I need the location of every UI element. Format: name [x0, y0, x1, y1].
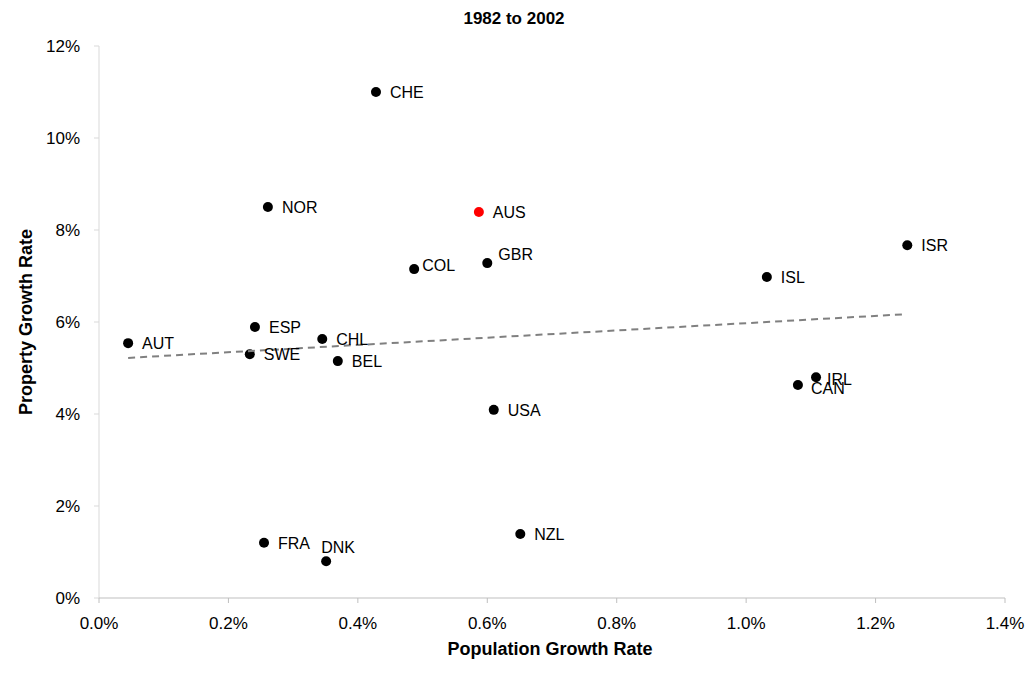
point-label: SWE — [264, 346, 300, 363]
point-label: ISL — [781, 269, 805, 286]
point-label: NOR — [282, 199, 318, 216]
y-tick-label: 4% — [55, 405, 80, 424]
point — [263, 202, 273, 212]
x-tick-label: 0.6% — [468, 614, 507, 633]
trend-line — [128, 314, 906, 358]
chart: 1982 to 2002 0% 2% 4% 6% 8% 10% 12% 0.0% 0.2% 0.4%… — [0, 0, 1028, 676]
background — [0, 0, 1028, 676]
point — [371, 87, 381, 97]
point-label: USA — [508, 402, 541, 419]
point-label: BEL — [352, 353, 382, 370]
y-tick — [94, 414, 99, 415]
point-label: AUT — [142, 335, 174, 352]
point — [515, 529, 525, 539]
x-tick — [487, 598, 488, 603]
x-tick-label: 1.4% — [986, 614, 1025, 633]
point-label: CHL — [336, 331, 368, 348]
y-axis-title: Property Growth Rate — [16, 229, 36, 415]
point — [317, 334, 327, 344]
point-labels: CHENORAUSCOLGBRISLISRESPAUTCHLSWEBELIRLC… — [142, 84, 948, 556]
point — [123, 338, 133, 348]
x-tick-label: 1.2% — [856, 614, 895, 633]
point — [474, 207, 484, 217]
x-tick-label: 0.4% — [338, 614, 377, 633]
point-label: GBR — [498, 246, 533, 263]
point-label: COL — [422, 257, 455, 274]
point — [333, 356, 343, 366]
x-axis-line — [99, 598, 1005, 599]
point-label: AUS — [493, 204, 526, 221]
y-tick — [94, 138, 99, 139]
y-tick-label: 8% — [55, 221, 80, 240]
y-tick-label: 0% — [55, 589, 80, 608]
point-label: CAN — [811, 380, 845, 397]
point-label: CHE — [390, 84, 424, 101]
x-tick-label: 0.2% — [209, 614, 248, 633]
point — [409, 264, 419, 274]
point — [793, 380, 803, 390]
x-tick — [616, 598, 617, 603]
x-tick — [1005, 598, 1006, 603]
y-tick-label: 10% — [46, 129, 80, 148]
point — [762, 272, 772, 282]
x-axis-title: Population Growth Rate — [448, 639, 653, 659]
point — [250, 322, 260, 332]
point — [489, 405, 499, 415]
plot-marks — [123, 87, 912, 566]
y-tick — [94, 230, 99, 231]
y-tick — [94, 598, 99, 599]
y-tick — [94, 322, 99, 323]
y-tick-label: 12% — [46, 37, 80, 56]
point — [902, 240, 912, 250]
point-label: NZL — [534, 526, 564, 543]
x-tick-label: 0.0% — [80, 614, 119, 633]
y-tick — [94, 46, 99, 47]
y-tick-label: 2% — [55, 497, 80, 516]
x-tick — [357, 598, 358, 603]
point-label: ESP — [269, 319, 301, 336]
x-tick-label: 0.8% — [597, 614, 636, 633]
point — [259, 538, 269, 548]
x-tick — [99, 598, 100, 603]
point-label: DNK — [321, 539, 355, 556]
title: 1982 to 2002 — [463, 9, 564, 28]
x-tick — [875, 598, 876, 603]
x-tick-label: 1.0% — [727, 614, 766, 633]
point-label: ISR — [921, 237, 948, 254]
y-tick — [94, 506, 99, 507]
y-tick-label: 6% — [55, 313, 80, 332]
x-tick — [746, 598, 747, 603]
point — [321, 556, 331, 566]
x-tick — [228, 598, 229, 603]
point-label: FRA — [278, 535, 310, 552]
point — [482, 258, 492, 268]
